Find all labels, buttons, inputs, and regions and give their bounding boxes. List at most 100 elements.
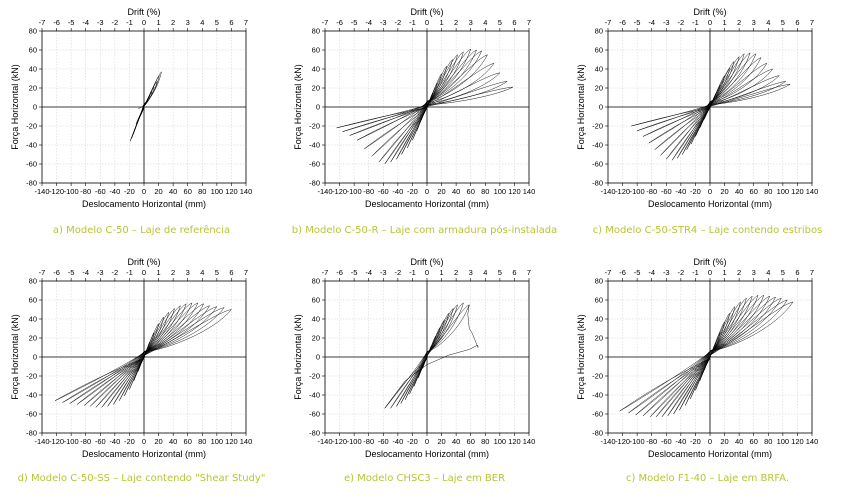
x2-tick-label: -3 [663, 18, 670, 27]
x2-tick-label: 7 [527, 268, 531, 277]
x2-tick-label: 4 [200, 268, 204, 277]
y-tick-label: 80 [595, 27, 603, 36]
hysteresis-chart-c: -140 -120 -100 -80 -60 -40 -20 0 20 40 60 80 100 120 1… [576, 7, 818, 209]
x-tick-label: 0 [425, 437, 429, 446]
y-tick-label: 60 [312, 46, 320, 55]
x-tick-label: 100 [777, 437, 790, 446]
x-tick-label: -100 [64, 187, 79, 196]
x2-tick-label: 7 [244, 18, 248, 27]
x-axis-title: Deslocamento Horizontal (mm) [648, 449, 772, 459]
y-tick-label: 60 [29, 296, 37, 305]
x-tick-label: -80 [646, 437, 657, 446]
x2-tick-label: 4 [200, 18, 204, 27]
y-tick-label: 80 [29, 277, 37, 286]
x-tick-label: -120 [49, 437, 64, 446]
x-tick-label: -120 [615, 437, 630, 446]
x2-axis-title: Drift (%) [694, 257, 727, 267]
x2-tick-label: -2 [112, 18, 119, 27]
x-tick-label: -120 [49, 187, 64, 196]
x-tick-label: -120 [332, 437, 347, 446]
x2-tick-label: 6 [229, 268, 233, 277]
x-tick-label: 20 [437, 437, 445, 446]
y-axis-title: Força Horizontal (kN) [576, 314, 586, 400]
x-tick-label: 100 [494, 437, 507, 446]
x2-tick-label: 7 [810, 18, 814, 27]
x2-tick-label: -2 [112, 268, 119, 277]
x2-tick-label: 2 [454, 268, 458, 277]
y-axis-title: Força Horizontal (kN) [293, 314, 303, 400]
x2-tick-label: 4 [766, 18, 770, 27]
hysteresis-loop [76, 305, 211, 405]
x2-tick-label: -6 [619, 18, 626, 27]
chart-panel-d: -140 -120 -100 -80 -60 -40 -20 0 20 40 60 80 100 120 1… [0, 250, 283, 496]
x-tick-label: -100 [630, 187, 645, 196]
x2-tick-label: 2 [737, 18, 741, 27]
x-tick-label: -100 [347, 437, 362, 446]
hysteresis-curves [619, 294, 794, 418]
x2-tick-label: 1 [722, 268, 726, 277]
x2-tick-label: 1 [439, 268, 443, 277]
x-tick-label: 60 [184, 187, 192, 196]
hysteresis-loop [635, 297, 782, 416]
hysteresis-loop [55, 309, 232, 401]
hysteresis-curves [384, 302, 479, 409]
x-tick-label: -60 [661, 187, 672, 196]
y-tick-label: -80 [26, 179, 37, 188]
x2-tick-label: 0 [425, 268, 429, 277]
caption-d: d) Modelo C-50-SS – Laje contendo "Shear… [17, 473, 266, 484]
x-tick-label: -40 [392, 437, 403, 446]
x2-tick-label: -4 [82, 18, 89, 27]
x2-tick-label: -4 [648, 18, 655, 27]
x-tick-label: 140 [240, 187, 253, 196]
hysteresis-chart-b: -140 -120 -100 -80 -60 -40 -20 0 20 40 60 80 100 120 1… [293, 7, 535, 209]
x2-tick-label: 2 [737, 268, 741, 277]
x-tick-label: -100 [630, 437, 645, 446]
x-tick-label: 80 [198, 187, 206, 196]
x2-tick-label: 1 [156, 268, 160, 277]
chart-panel-a: -140 -120 -100 -80 -60 -40 -20 0 20 40 60 80 100 120 1… [0, 0, 283, 246]
x-tick-label: -120 [615, 187, 630, 196]
x-tick-label: -80 [646, 187, 657, 196]
x-axis-title: Deslocamento Horizontal (mm) [365, 449, 489, 459]
x-tick-label: 40 [452, 187, 460, 196]
x-tick-label: 0 [142, 187, 146, 196]
x2-tick-label: 3 [186, 18, 190, 27]
x-tick-label: -20 [124, 187, 135, 196]
y-tick-label: -40 [592, 391, 603, 400]
x2-tick-label: 7 [810, 268, 814, 277]
caption-e: e) Modelo CHSC3 – Laje em BER [343, 473, 506, 484]
x-tick-label: -20 [124, 437, 135, 446]
x-tick-label: -60 [95, 437, 106, 446]
hysteresis-chart-d: -140 -120 -100 -80 -60 -40 -20 0 20 40 60 80 100 120 1… [10, 257, 253, 459]
y-tick-label: 20 [595, 84, 603, 93]
y-tick-label: 20 [312, 84, 320, 93]
x-axis-title: Deslocamento Horizontal (mm) [82, 449, 206, 459]
x-tick-label: -40 [109, 437, 120, 446]
hysteresis-chart-e: -140 -120 -100 -80 -60 -40 -20 0 20 40 60 80 100 120 1… [293, 257, 535, 459]
y-tick-label: 0 [33, 103, 37, 112]
y-tick-label: 40 [312, 65, 320, 74]
x-tick-label: 120 [508, 437, 521, 446]
x-tick-label: 140 [240, 437, 253, 446]
x2-tick-label: 0 [708, 18, 712, 27]
x2-tick-label: -1 [409, 268, 416, 277]
x-tick-label: 80 [764, 437, 772, 446]
x-tick-label: 20 [720, 187, 728, 196]
x2-tick-label: 6 [512, 268, 516, 277]
x2-axis-title: Drift (%) [411, 7, 444, 17]
hysteresis-loop [356, 62, 495, 141]
x-tick-label: 60 [467, 437, 475, 446]
y-tick-label: 40 [312, 315, 320, 324]
y-tick-label: -60 [592, 160, 603, 169]
y-tick-label: 0 [599, 353, 603, 362]
x-tick-label: 0 [142, 437, 146, 446]
x-tick-label: 120 [225, 437, 238, 446]
x-tick-label: -60 [378, 437, 389, 446]
hysteresis-loop [666, 53, 757, 160]
y-tick-label: 0 [316, 353, 320, 362]
x-tick-label: -80 [363, 187, 374, 196]
x-tick-label: 0 [708, 437, 712, 446]
chart-panel-f: -140 -120 -100 -80 -60 -40 -20 0 20 40 60 80 100 120 1… [566, 250, 849, 496]
y-tick-label: 40 [595, 315, 603, 324]
x-tick-label: 140 [806, 437, 819, 446]
